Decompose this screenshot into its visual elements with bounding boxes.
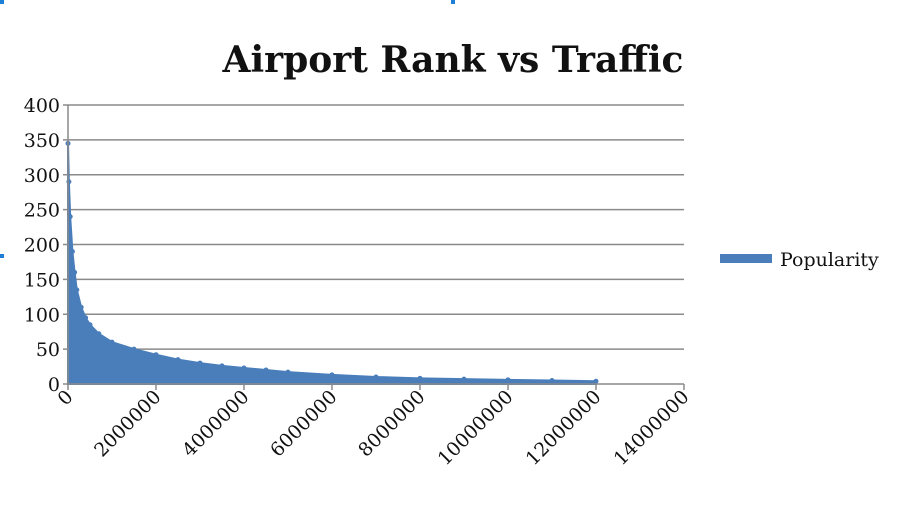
data-point (67, 214, 73, 220)
legend-swatch-popularity (720, 254, 772, 263)
selection-handle-left[interactable] (0, 254, 4, 258)
data-point (373, 374, 379, 380)
data-point (69, 248, 75, 254)
data-point (461, 376, 467, 382)
y-tick-label: 0 (48, 374, 60, 396)
data-point (593, 378, 599, 384)
data-point (96, 331, 102, 337)
y-tick-label: 350 (24, 130, 60, 152)
series-area-layer (65, 140, 599, 385)
data-point (72, 269, 78, 275)
data-point (263, 367, 269, 373)
series-area-popularity (67, 143, 597, 385)
data-point (109, 339, 115, 345)
y-tick-label: 300 (24, 165, 60, 187)
data-point (83, 315, 89, 321)
y-tick-label: 200 (24, 235, 60, 257)
y-axis-ticks: 0 50 100 150 200 250 300 350 400 (24, 95, 68, 396)
data-point (219, 363, 225, 369)
x-axis-ticks: 0 2000000 4000000 6000000 8000000 10000000 120… (53, 384, 694, 470)
y-tick-label: 250 (24, 200, 60, 222)
data-point (153, 352, 159, 358)
gridlines (68, 104, 684, 350)
data-point (74, 287, 80, 293)
data-point (549, 378, 555, 384)
x-tick-label: 6000000 (266, 386, 341, 461)
data-point (197, 360, 203, 366)
data-point (241, 365, 247, 371)
y-tick-label: 150 (24, 269, 60, 291)
x-tick-label: 12000000 (522, 386, 606, 470)
x-tick-label: 0 (53, 386, 77, 410)
data-point (78, 304, 84, 310)
chart-title: Airport Rank vs Traffic (222, 39, 684, 81)
data-point (87, 322, 93, 328)
legend-label-popularity: Popularity (780, 249, 879, 271)
legend: Popularity (720, 249, 879, 271)
data-point (417, 375, 423, 381)
data-point (329, 372, 335, 378)
data-point (285, 369, 291, 375)
data-point (66, 179, 72, 185)
x-tick-label: 2000000 (90, 386, 165, 461)
x-tick-label: 10000000 (434, 386, 518, 470)
y-tick-label: 100 (24, 304, 60, 326)
data-point (175, 357, 181, 363)
y-tick-label: 400 (24, 95, 60, 117)
y-tick-label: 50 (36, 339, 60, 361)
selection-handle-top[interactable] (0, 0, 4, 4)
selection-handle-top-center[interactable] (451, 0, 455, 4)
x-tick-label: 4000000 (178, 386, 253, 461)
data-point (505, 377, 511, 383)
x-tick-label: 14000000 (610, 386, 694, 470)
data-point (131, 346, 137, 352)
x-tick-label: 8000000 (354, 386, 429, 461)
